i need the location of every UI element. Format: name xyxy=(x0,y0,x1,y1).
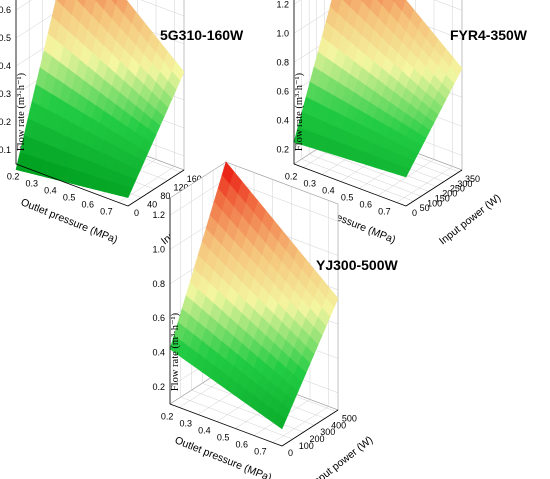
x-tick-label: 0.4 xyxy=(322,186,335,196)
y-tick-label: 300 xyxy=(320,427,335,437)
x-axis-line xyxy=(293,163,407,207)
y-tick-label: 0 xyxy=(412,208,417,218)
grid-line xyxy=(308,0,422,197)
x-tick-label: 0.6 xyxy=(235,440,248,450)
y-tick-label: 350 xyxy=(465,174,480,184)
z-tick-label: 0.2 xyxy=(152,382,165,392)
x-tick-label: 0.5 xyxy=(341,193,354,203)
z-tick-label: 0.6 xyxy=(0,5,11,15)
z-axis-label: Flow rate (m³·h⁻¹) xyxy=(170,312,181,391)
y-tick-label: 0 xyxy=(134,208,139,218)
x-tick-label: 0.2 xyxy=(7,172,20,182)
chart-title: FYR4-350W xyxy=(450,27,528,43)
y-tick-label: 100 xyxy=(427,198,442,208)
z-tick-label: 0.3 xyxy=(0,89,11,99)
y-tick-label: 160 xyxy=(187,174,202,184)
y-tick-label: 100 xyxy=(299,441,314,451)
x-tick-label: 0.6 xyxy=(81,200,94,210)
grid-line xyxy=(396,0,453,203)
x-tick-label: 0.4 xyxy=(44,186,57,196)
y-axis-line xyxy=(405,169,463,207)
grid-line xyxy=(15,0,185,17)
x-tick-label: 0.3 xyxy=(25,179,38,189)
y-tick-label: 50 xyxy=(420,203,430,213)
z-axis-label: Flow rate (m³·h⁻¹) xyxy=(294,72,305,151)
grid-line xyxy=(253,193,311,436)
z-tick-label: 0.6 xyxy=(152,313,165,323)
z-tick-label: 0.4 xyxy=(0,61,11,71)
surface-mesh xyxy=(15,0,185,198)
x-axis-line xyxy=(169,403,283,447)
z-tick-label: 0.8 xyxy=(152,279,165,289)
z-tick-label: 0.8 xyxy=(276,57,289,67)
y-tick-label: 200 xyxy=(442,189,457,199)
x-tick-label: 0.7 xyxy=(100,207,113,217)
y-tick-label: 400 xyxy=(331,420,346,430)
x-tick-label: 0.7 xyxy=(378,207,391,217)
x-tick-label: 0.4 xyxy=(198,426,211,436)
z-tick-label: 0.4 xyxy=(276,115,289,125)
surface-mesh xyxy=(293,0,463,178)
y-tick-label: 150 xyxy=(435,193,450,203)
z-tick-label: 0.6 xyxy=(276,86,289,96)
y-tick-label: 120 xyxy=(174,183,189,193)
y-tick-label: 300 xyxy=(457,179,472,189)
x-tick-label: 0.3 xyxy=(179,419,192,429)
surface-mesh xyxy=(169,161,339,430)
y-axis-line xyxy=(281,409,339,447)
grid-line xyxy=(191,184,304,433)
z-tick-label: 0.5 xyxy=(0,33,11,43)
z-tick-label: 0.1 xyxy=(0,145,11,155)
x-axis-line xyxy=(15,163,129,207)
z-axis-label: Flow rate (m³·h⁻¹) xyxy=(16,72,27,151)
chart-title: YJ300-500W xyxy=(316,257,399,273)
z-tick-label: 0.2 xyxy=(0,117,11,127)
y-tick-label: 0 xyxy=(288,448,293,458)
z-tick-label: 1.0 xyxy=(152,245,165,255)
x-axis-label: Outlet pressure (MPa) xyxy=(19,196,119,246)
y-axis-line xyxy=(127,169,185,207)
grid-line xyxy=(272,200,329,443)
x-tick-label: 0.2 xyxy=(161,412,174,422)
grid-line xyxy=(180,191,293,440)
chart-title: 5G310-160W xyxy=(160,27,244,43)
grid-line xyxy=(301,0,414,202)
z-tick-label: 0.2 xyxy=(276,144,289,154)
z-tick-label: 1.2 xyxy=(276,0,289,9)
grid-line xyxy=(377,0,435,196)
y-tick-label: 500 xyxy=(342,413,357,423)
y-tick-label: 250 xyxy=(450,184,465,194)
z-tick-label: 1.2 xyxy=(152,210,165,220)
y-tick-label: 40 xyxy=(147,200,157,210)
grid-line xyxy=(118,0,175,203)
x-tick-label: 0.3 xyxy=(303,179,316,189)
x-tick-label: 0.5 xyxy=(63,193,76,203)
y-tick-label: 200 xyxy=(310,434,325,444)
y-tick-label: 80 xyxy=(160,191,170,201)
x-tick-label: 0.7 xyxy=(254,447,267,457)
x-tick-label: 0.5 xyxy=(217,433,230,443)
x-tick-label: 0.6 xyxy=(359,200,372,210)
z-tick-label: 1.0 xyxy=(276,28,289,38)
z-tick-label: 0.4 xyxy=(152,348,165,358)
x-tick-label: 0.2 xyxy=(285,172,298,182)
